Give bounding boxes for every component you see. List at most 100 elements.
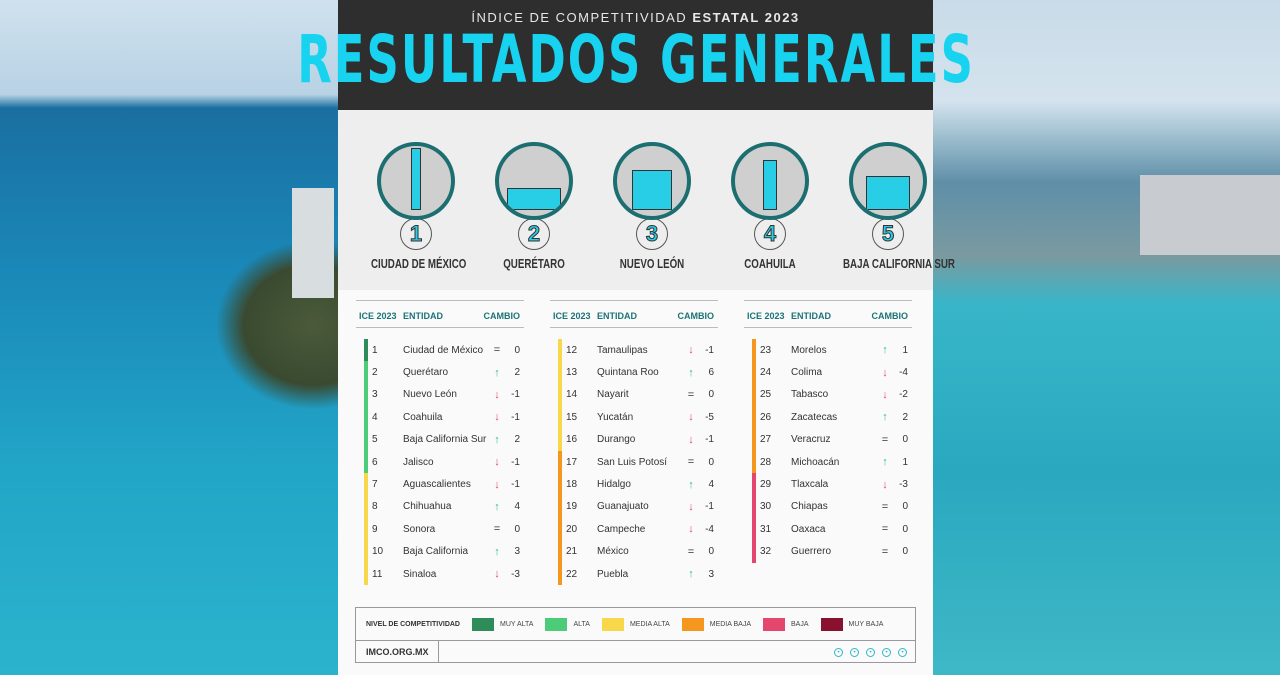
arrow-down-icon: ↓ (494, 478, 500, 491)
table-row: 10 Baja California ↑ 3 (356, 540, 524, 563)
entity: Nuevo León (403, 389, 457, 401)
equals-icon: = (881, 545, 889, 558)
level-bar (752, 361, 756, 384)
website-link[interactable]: IMCO.ORG.MX (356, 641, 439, 663)
linkedin-icon[interactable]: • (898, 647, 907, 657)
table-row: 5 Baja California Sur ↑ 2 (356, 428, 524, 451)
legend-label: ALTA (573, 620, 590, 628)
table-row: 25 Tabasco ↓ -2 (744, 383, 912, 407)
entity: Sonora (403, 523, 436, 535)
level-bar (364, 473, 368, 496)
facebook-icon[interactable]: • (850, 647, 859, 657)
entity: Yucatán (597, 411, 634, 423)
arrow-up-icon: ↑ (494, 366, 500, 379)
table-header: ICE 2023 ENTIDAD CAMBIO (356, 300, 524, 328)
top-state-3: 3 NUEVO LEÓN (592, 142, 712, 271)
rank: 8 (372, 501, 378, 513)
change: -3 (511, 568, 520, 580)
state-name: NUEVO LEÓN (619, 256, 685, 271)
level-bar (752, 518, 756, 541)
table-row: 12 Tamaulipas ↓ -1 (550, 339, 718, 362)
rank: 21 (566, 546, 578, 558)
youtube-icon[interactable]: • (882, 647, 891, 657)
header-rank: ICE 2023 (359, 311, 397, 321)
level-bar (558, 339, 562, 362)
rank-badge: 4 (754, 218, 786, 250)
change: 2 (514, 434, 520, 446)
page-title: RESULTADOS GENERALES (297, 21, 975, 98)
entity: México (597, 546, 629, 558)
rank: 22 (566, 568, 578, 580)
change: -1 (511, 479, 520, 491)
table-row: 4 Coahuila ↓ -1 (356, 406, 524, 429)
entity: Quintana Roo (597, 367, 659, 379)
hotel-building (292, 188, 334, 298)
level-bar (364, 540, 368, 563)
equals-icon: = (881, 500, 889, 513)
table-row: 16 Durango ↓ -1 (550, 428, 718, 451)
header-change: CAMBIO (871, 311, 909, 321)
rank: 7 (372, 479, 378, 491)
monument-icon (377, 142, 455, 220)
change: -1 (511, 456, 520, 468)
change: 0 (514, 344, 520, 356)
entity: Zacatecas (791, 411, 838, 423)
level-bar (558, 361, 562, 384)
change: 0 (902, 434, 908, 446)
rank: 13 (566, 367, 578, 379)
entity: Durango (597, 434, 636, 446)
table-row: 32 Guerrero = 0 (744, 540, 912, 563)
subtitle-bold: ESTATAL 2023 (692, 10, 800, 25)
level-bar (364, 383, 368, 407)
table-row: 1 Ciudad de México = 0 (356, 339, 524, 362)
change: -2 (899, 389, 908, 401)
entity: Puebla (597, 568, 629, 580)
entity: Morelos (791, 344, 827, 356)
level-bar (558, 562, 562, 586)
top-state-1: 1 CIUDAD DE MÉXICO (356, 142, 476, 271)
level-bar (752, 473, 756, 496)
top-five: 1 CIUDAD DE MÉXICO 2 QUERÉTARO 3 NUEVO L… (338, 110, 955, 290)
level-bar (752, 450, 756, 474)
change: -1 (705, 434, 714, 446)
legend-swatch (472, 617, 494, 631)
table-row: 17 San Luis Potosí = 0 (550, 450, 718, 474)
entity: Sinaloa (403, 568, 437, 580)
level-bar (558, 428, 562, 451)
top-state-2: 2 QUERÉTARO (474, 142, 594, 271)
arrow-down-icon: ↓ (882, 478, 888, 491)
change: 4 (514, 501, 520, 513)
header-rank: ICE 2023 (747, 311, 785, 321)
rank: 9 (372, 523, 378, 535)
entity: Coahuila (403, 411, 443, 423)
entity: Ciudad de México (403, 344, 484, 356)
legend-label: MUY ALTA (500, 620, 534, 628)
legend-title: NIVEL DE COMPETITIVIDAD (366, 620, 460, 628)
level-bar (364, 428, 368, 451)
rank: 32 (760, 546, 772, 558)
twitter-icon[interactable]: • (834, 647, 843, 657)
entity: Tlaxcala (791, 479, 829, 491)
legend-swatch (681, 617, 704, 631)
change: 0 (902, 546, 908, 558)
rank: 3 (372, 389, 378, 401)
level-bar (364, 406, 368, 429)
state-name: BAJA CALIFORNIA SUR (843, 256, 955, 271)
change: -4 (899, 367, 908, 379)
legend-swatch (820, 617, 843, 631)
table-row: 31 Oaxaca = 0 (744, 518, 912, 541)
table-row: 29 Tlaxcala ↓ -3 (744, 473, 912, 496)
arrow-up-icon: ↑ (494, 545, 500, 558)
level-bar (558, 406, 562, 429)
entity: Guanajuato (597, 501, 649, 513)
arrow-up-icon: ↑ (494, 433, 500, 446)
table-row: 24 Colima ↓ -4 (744, 361, 912, 384)
level-bar (558, 518, 562, 541)
entity: Hidalgo (597, 479, 631, 491)
entity: Nayarit (597, 389, 629, 401)
monument-icon (849, 142, 927, 220)
header: ÍNDICE DE COMPETITIVIDAD ESTATAL 2023 RE… (297, 0, 973, 110)
level-bar (558, 450, 562, 474)
instagram-icon[interactable]: • (866, 647, 875, 657)
level-bar (752, 383, 756, 407)
